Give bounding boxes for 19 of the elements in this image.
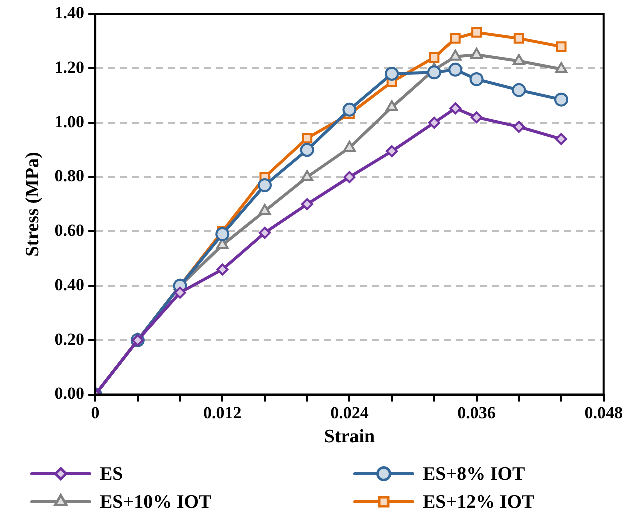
x-tick-label: 0.048 bbox=[584, 403, 623, 422]
y-tick-label: 0.60 bbox=[54, 221, 85, 240]
legend-label: ES+8% IOT bbox=[423, 464, 526, 485]
legend-label: ES+12% IOT bbox=[423, 492, 535, 513]
legend-label: ES bbox=[100, 464, 124, 485]
y-tick-label: 1.20 bbox=[54, 58, 85, 77]
y-tick-label: 1.40 bbox=[54, 4, 85, 23]
legend-label: ES+10% IOT bbox=[100, 492, 212, 513]
y-axis-title: Stress (MPa) bbox=[22, 152, 44, 257]
x-tick-label: 0 bbox=[91, 403, 100, 422]
y-tick-label: 0.40 bbox=[54, 275, 85, 294]
y-tick-label: 0.80 bbox=[54, 166, 85, 186]
y-tick-label: 0.00 bbox=[54, 384, 85, 404]
x-axis-title: Strain bbox=[324, 426, 376, 448]
x-tick-label: 0.036 bbox=[458, 403, 496, 422]
x-tick-label: 0.024 bbox=[330, 403, 370, 422]
y-tick-label: 0.20 bbox=[54, 330, 85, 349]
x-tick-label: 0.012 bbox=[204, 403, 242, 422]
y-tick-label: 1.00 bbox=[54, 112, 85, 132]
